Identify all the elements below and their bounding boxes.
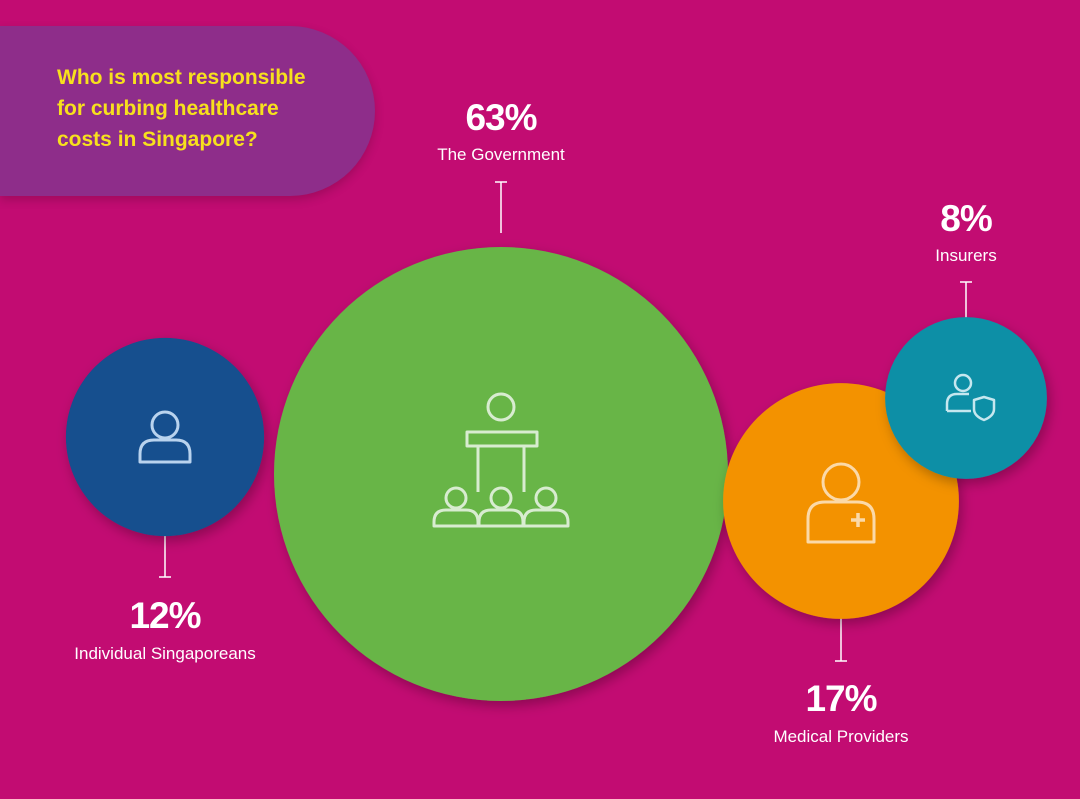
medical-staff-icon [806,462,876,544]
bubble-the-government [274,247,728,701]
question-title: Who is most responsible for curbing heal… [57,66,306,151]
value-label-government: 63% [465,97,537,138]
category-label-medical-providers: Medical Providers [773,727,909,746]
category-label-individuals: Individual Singaporeans [74,644,256,663]
value-label-insurers: 8% [940,198,992,239]
connector-government [495,181,507,233]
podium-audience-icon [432,392,570,528]
bubble-insurers [885,317,1047,479]
person-icon [138,410,192,464]
value-label-individuals: 12% [129,595,201,636]
question-banner [0,26,375,196]
category-label-government: The Government [437,145,565,164]
insured-person-icon [945,373,996,422]
value-label-medical-providers: 17% [805,678,877,719]
category-label-insurers: Insurers [935,246,997,265]
